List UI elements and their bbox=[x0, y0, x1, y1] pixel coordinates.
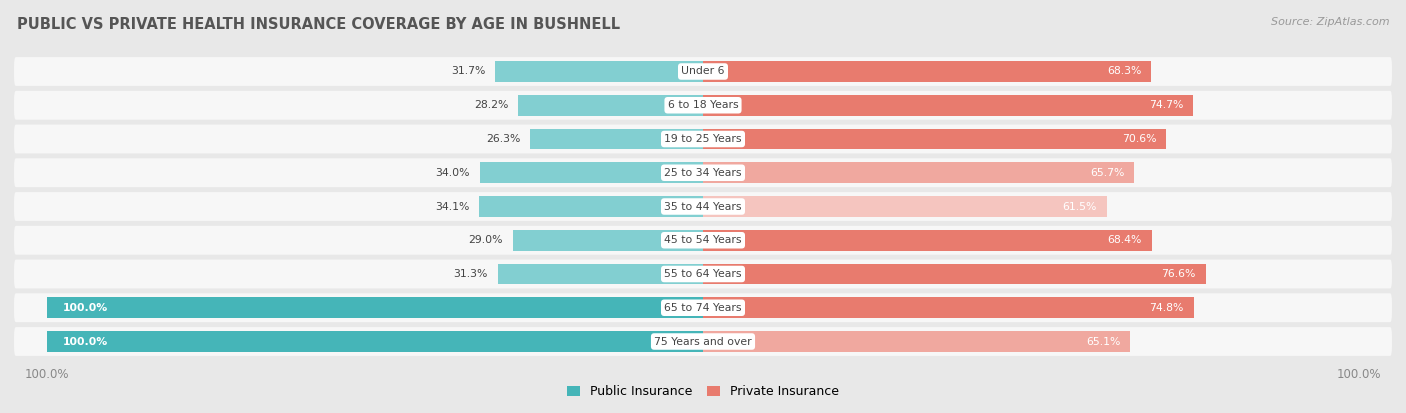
Text: 31.3%: 31.3% bbox=[453, 269, 488, 279]
Bar bbox=[703, 61, 1152, 82]
Bar bbox=[703, 230, 1152, 251]
Text: PUBLIC VS PRIVATE HEALTH INSURANCE COVERAGE BY AGE IN BUSHNELL: PUBLIC VS PRIVATE HEALTH INSURANCE COVER… bbox=[17, 17, 620, 31]
Bar bbox=[530, 128, 703, 150]
Text: 74.8%: 74.8% bbox=[1150, 303, 1184, 313]
Text: 31.7%: 31.7% bbox=[451, 66, 485, 76]
Text: 19 to 25 Years: 19 to 25 Years bbox=[664, 134, 742, 144]
Bar bbox=[46, 331, 703, 352]
Text: 100.0%: 100.0% bbox=[63, 337, 108, 347]
FancyBboxPatch shape bbox=[14, 226, 1392, 255]
Text: 61.5%: 61.5% bbox=[1063, 202, 1097, 211]
FancyBboxPatch shape bbox=[14, 327, 1392, 356]
Text: 55 to 64 Years: 55 to 64 Years bbox=[664, 269, 742, 279]
FancyBboxPatch shape bbox=[14, 259, 1392, 289]
FancyBboxPatch shape bbox=[14, 192, 1392, 221]
Bar bbox=[703, 128, 1166, 150]
Text: 45 to 54 Years: 45 to 54 Years bbox=[664, 235, 742, 245]
Text: 34.0%: 34.0% bbox=[436, 168, 470, 178]
Bar bbox=[703, 331, 1130, 352]
FancyBboxPatch shape bbox=[14, 57, 1392, 86]
Text: 65.7%: 65.7% bbox=[1090, 168, 1125, 178]
Bar bbox=[495, 61, 703, 82]
Text: 74.7%: 74.7% bbox=[1149, 100, 1184, 110]
FancyBboxPatch shape bbox=[14, 293, 1392, 322]
Bar bbox=[46, 297, 703, 318]
Text: Under 6: Under 6 bbox=[682, 66, 724, 76]
Bar bbox=[517, 95, 703, 116]
Text: 6 to 18 Years: 6 to 18 Years bbox=[668, 100, 738, 110]
Text: 29.0%: 29.0% bbox=[468, 235, 503, 245]
Text: 65 to 74 Years: 65 to 74 Years bbox=[664, 303, 742, 313]
Bar bbox=[703, 297, 1194, 318]
Text: 70.6%: 70.6% bbox=[1122, 134, 1156, 144]
FancyBboxPatch shape bbox=[14, 91, 1392, 120]
Bar bbox=[479, 162, 703, 183]
Text: 68.3%: 68.3% bbox=[1107, 66, 1142, 76]
Text: 28.2%: 28.2% bbox=[474, 100, 508, 110]
FancyBboxPatch shape bbox=[14, 158, 1392, 187]
Bar bbox=[703, 95, 1194, 116]
Text: 34.1%: 34.1% bbox=[434, 202, 470, 211]
Text: 76.6%: 76.6% bbox=[1161, 269, 1195, 279]
Text: Source: ZipAtlas.com: Source: ZipAtlas.com bbox=[1271, 17, 1389, 26]
Text: 65.1%: 65.1% bbox=[1085, 337, 1121, 347]
Bar bbox=[479, 196, 703, 217]
Bar bbox=[498, 263, 703, 285]
Text: 75 Years and over: 75 Years and over bbox=[654, 337, 752, 347]
Text: 100.0%: 100.0% bbox=[63, 303, 108, 313]
Text: 35 to 44 Years: 35 to 44 Years bbox=[664, 202, 742, 211]
Bar bbox=[703, 162, 1135, 183]
Bar bbox=[513, 230, 703, 251]
Legend: Public Insurance, Private Insurance: Public Insurance, Private Insurance bbox=[561, 379, 845, 404]
Bar bbox=[703, 196, 1107, 217]
Text: 26.3%: 26.3% bbox=[486, 134, 520, 144]
Text: 68.4%: 68.4% bbox=[1108, 235, 1142, 245]
Text: 25 to 34 Years: 25 to 34 Years bbox=[664, 168, 742, 178]
FancyBboxPatch shape bbox=[14, 124, 1392, 154]
Bar bbox=[703, 263, 1205, 285]
